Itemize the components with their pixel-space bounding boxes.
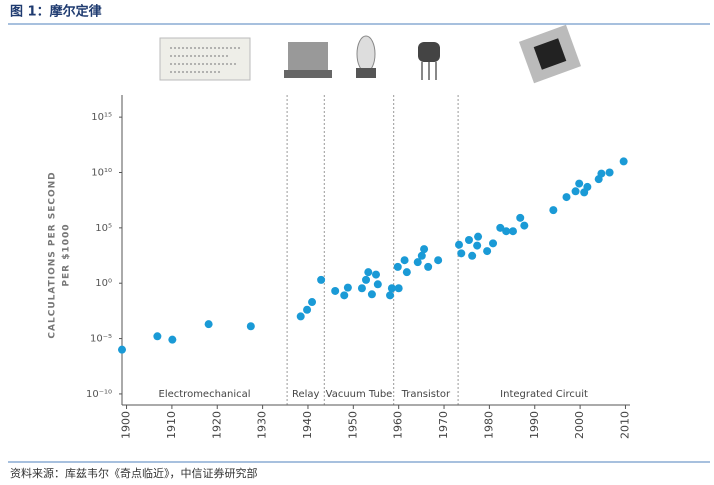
- data-point: [394, 284, 403, 293]
- source-note: 资料来源：库兹韦尔《奇点临近》，中信证券研究部: [10, 466, 258, 480]
- plot: CALCULATIONS PER SECOND PER $1000 10⁻¹⁰ 10⁻…: [48, 95, 631, 439]
- data-point: [153, 332, 162, 341]
- data-point: [357, 284, 366, 293]
- x-tick-label: 1970: [437, 411, 450, 439]
- data-point: [372, 270, 380, 279]
- y-tick-label: 10⁻¹⁰: [86, 389, 112, 400]
- data-point: [464, 236, 473, 245]
- x-tick-label: 2000: [573, 411, 586, 439]
- data-point: [362, 275, 371, 284]
- data-point: [246, 322, 255, 331]
- era-label: Relay: [292, 389, 320, 400]
- data-point: [549, 206, 558, 215]
- y-tick-label: 10¹⁵: [91, 112, 112, 123]
- data-point: [508, 227, 517, 236]
- data-point: [303, 305, 312, 314]
- data-point: [393, 262, 402, 271]
- data-point: [118, 345, 126, 354]
- x-tick-label: 1930: [256, 411, 269, 439]
- era-label: Vacuum Tube: [326, 389, 393, 400]
- data-point: [367, 290, 376, 299]
- data-point: [424, 262, 433, 271]
- era-label: Electromechanical: [159, 389, 251, 400]
- data-point: [457, 249, 466, 258]
- y-tick-label: 10⁰: [95, 278, 112, 289]
- data-point: [386, 291, 395, 300]
- icon-punch-holes: [170, 47, 240, 73]
- data-point: [400, 256, 409, 265]
- icons: [159, 24, 582, 84]
- era-label: Integrated Circuit: [500, 389, 588, 400]
- x-tick-label: 1950: [346, 411, 359, 439]
- data-point: [575, 179, 584, 188]
- data-point: [413, 258, 422, 267]
- data-point: [489, 239, 498, 248]
- icon-transistor: [418, 42, 440, 62]
- icon-punch-card: [159, 37, 251, 81]
- data-point: [296, 312, 305, 321]
- data-point: [387, 284, 396, 293]
- data-point: [373, 280, 382, 289]
- data-point: [331, 286, 340, 295]
- data-point: [308, 298, 317, 307]
- data-point: [597, 169, 606, 178]
- data-point: [343, 283, 352, 292]
- data-point: [474, 232, 483, 241]
- data-point: [516, 213, 525, 222]
- icon-tube: [356, 35, 376, 73]
- x-tick-label: 1920: [210, 411, 223, 439]
- data-point: [420, 245, 429, 254]
- data-point: [434, 256, 443, 265]
- x-tick-label: 1900: [120, 411, 133, 439]
- data-point: [571, 187, 580, 196]
- y-axis-label: PER $1000: [62, 223, 72, 286]
- data-point: [340, 291, 349, 300]
- data-point: [402, 268, 411, 277]
- y-tick-label: 10⁵: [95, 223, 112, 234]
- icon-chip: [533, 38, 567, 70]
- data-point: [317, 275, 326, 284]
- icon-relay: [288, 42, 328, 72]
- x-tick-label: 1980: [482, 411, 495, 439]
- data-point: [483, 247, 492, 256]
- x-tick-label: 2010: [618, 411, 631, 439]
- data-point: [204, 320, 213, 329]
- x-tick-label: 1960: [392, 411, 405, 439]
- era-label: Transistor: [401, 389, 451, 400]
- data-point: [468, 251, 477, 260]
- data-point: [473, 241, 482, 250]
- icon-tube-base: [356, 68, 376, 78]
- data-point: [619, 157, 628, 166]
- data-point: [364, 268, 373, 277]
- data-point: [455, 240, 464, 249]
- y-axis-label: CALCULATIONS PER SECOND: [48, 171, 58, 338]
- y-tick-label: 10⁻⁵: [90, 334, 112, 345]
- x-tick-label: 1990: [528, 411, 541, 439]
- data-point: [168, 335, 177, 344]
- data-point: [605, 168, 614, 177]
- data-point: [417, 251, 426, 260]
- data-point: [520, 221, 529, 230]
- header-title: 图 1：摩尔定律: [10, 4, 102, 20]
- data-point: [562, 193, 571, 202]
- icon-relay-base: [284, 70, 332, 78]
- x-tick-label: 1910: [165, 411, 178, 439]
- y-tick-label: 10¹⁰: [91, 168, 112, 179]
- icon-transistor-legs: [421, 62, 437, 80]
- data-point: [583, 182, 592, 191]
- data-point: [502, 227, 511, 236]
- x-tick-label: 1940: [301, 411, 314, 439]
- data-point: [496, 223, 505, 232]
